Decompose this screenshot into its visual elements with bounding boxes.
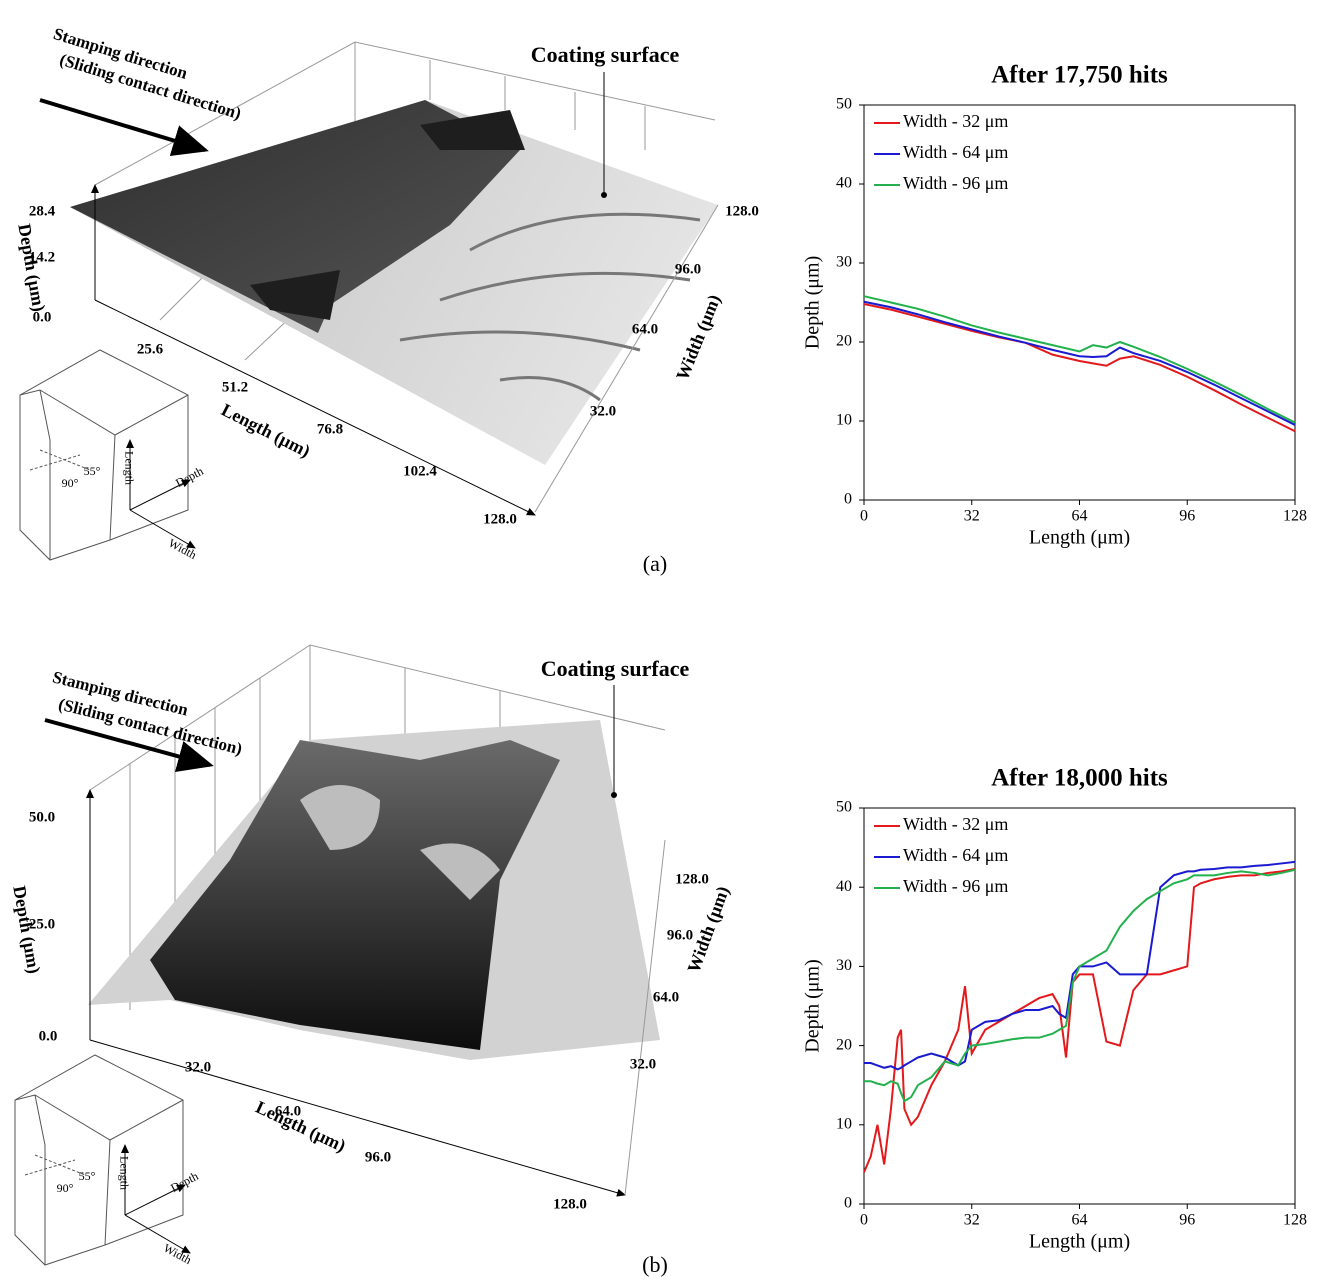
depth-tick-label: 0.0 <box>39 1028 58 1044</box>
depth-tick-label: 28.4 <box>29 203 56 219</box>
callout-label: Coating surface <box>541 656 690 681</box>
tool-label: Depth <box>173 464 205 490</box>
legend-label: Width - 32 μm <box>903 111 1008 131</box>
length-axis-label: Length (μm) <box>218 399 314 462</box>
tool-outline <box>15 1055 183 1265</box>
width-tick-label: 128.0 <box>675 871 709 887</box>
y-tick-label: 10 <box>836 1115 852 1132</box>
x-tick-label: 32 <box>964 1212 980 1229</box>
angle-line <box>30 450 90 470</box>
x-tick-label: 128 <box>1283 1212 1307 1229</box>
width-tick-label: 32.0 <box>630 1056 656 1072</box>
depth-tick-label: 50.0 <box>29 809 55 825</box>
x-tick-label: 96 <box>1179 508 1195 525</box>
legend-label: Width - 32 μm <box>903 814 1008 834</box>
callout-dot <box>601 192 607 198</box>
width-tick-label: 128.0 <box>725 203 759 219</box>
panel-label: (a) <box>643 551 667 576</box>
depth-axis-label: Depth (μm) <box>13 222 49 313</box>
tool-label: Length <box>122 451 136 485</box>
x-axis-label: Length (μm) <box>1029 1231 1130 1253</box>
data-line <box>864 869 1295 1172</box>
x-tick-label: 96 <box>1179 1212 1195 1229</box>
data-line <box>864 870 1295 1101</box>
page: {"surfaces": [ {"direction": "Stamping d… <box>0 0 1319 1282</box>
x-tick-label: 128 <box>1283 508 1307 525</box>
direction-arrow <box>40 100 205 150</box>
x-tick-label: 0 <box>860 508 868 525</box>
length-tick-label: 102.4 <box>403 463 437 479</box>
tool-label: 55° <box>84 464 101 478</box>
data-line <box>864 296 1295 422</box>
y-tick-label: 10 <box>836 412 852 429</box>
legend-label: Width - 96 μm <box>903 876 1008 896</box>
length-tick-label: 32.0 <box>185 1059 211 1075</box>
x-tick-label: 64 <box>1072 508 1088 525</box>
tool-label: 90° <box>57 1181 74 1195</box>
length-tick-label: 96.0 <box>365 1149 391 1165</box>
y-tick-label: 0 <box>844 1195 852 1212</box>
width-tick-label: 64.0 <box>632 321 658 337</box>
chart-title: After 17,750 hits <box>991 62 1168 89</box>
length-tick-label: 51.2 <box>222 379 248 395</box>
width-tick-label: 96.0 <box>675 261 701 277</box>
surface-plot-a <box>40 42 718 515</box>
x-axis-label: Length (μm) <box>1029 527 1130 549</box>
tool-sketch-b <box>15 1055 190 1265</box>
tool-label: Depth <box>168 1169 200 1195</box>
width-axis-label: Width (μm) <box>672 292 725 384</box>
length-tick-label: 25.6 <box>137 341 164 357</box>
callout-label: Coating surface <box>531 42 680 67</box>
width-tick-label: 32.0 <box>590 403 616 419</box>
callout-dot <box>611 792 617 798</box>
data-line <box>864 304 1295 431</box>
panel-label: (b) <box>642 1252 668 1277</box>
x-tick-label: 32 <box>964 508 980 525</box>
y-tick-label: 40 <box>836 175 852 192</box>
length-axis <box>90 1040 625 1195</box>
legend-label: Width - 96 μm <box>903 173 1008 193</box>
x-tick-label: 64 <box>1072 1212 1088 1229</box>
y-tick-label: 30 <box>836 254 852 271</box>
tool-label: 90° <box>62 476 79 490</box>
tool-sketch-a <box>20 350 195 560</box>
tool-label: Length <box>117 1156 131 1190</box>
length-tick-label: 128.0 <box>483 511 517 527</box>
width-tick-label: 96.0 <box>667 927 693 943</box>
plot-frame <box>864 105 1295 500</box>
y-tick-label: 50 <box>836 799 852 816</box>
y-tick-label: 40 <box>836 878 852 895</box>
x-tick-label: 0 <box>860 1212 868 1229</box>
y-tick-label: 30 <box>836 957 852 974</box>
figure: Stamping direction(Sliding contact direc… <box>0 0 1319 1282</box>
y-tick-label: 20 <box>836 333 852 350</box>
tool-label: Width <box>161 1241 194 1267</box>
y-tick-label: 20 <box>836 1036 852 1053</box>
legend-label: Width - 64 μm <box>903 845 1008 865</box>
y-axis-label: Depth (μm) <box>802 256 824 349</box>
tool-outline <box>20 350 188 560</box>
legend-label: Width - 64 μm <box>903 142 1008 162</box>
angle-line <box>25 1155 85 1175</box>
y-tick-label: 50 <box>836 96 852 113</box>
length-tick-label: 76.8 <box>317 421 343 437</box>
width-tick-label: 64.0 <box>653 989 679 1005</box>
tool-label: 55° <box>79 1169 96 1183</box>
length-tick-label: 128.0 <box>553 1196 587 1212</box>
y-axis-label: Depth (μm) <box>802 959 824 1052</box>
chart-title: After 18,000 hits <box>991 765 1168 792</box>
tool-label: Width <box>166 536 199 562</box>
y-tick-label: 0 <box>844 491 852 508</box>
